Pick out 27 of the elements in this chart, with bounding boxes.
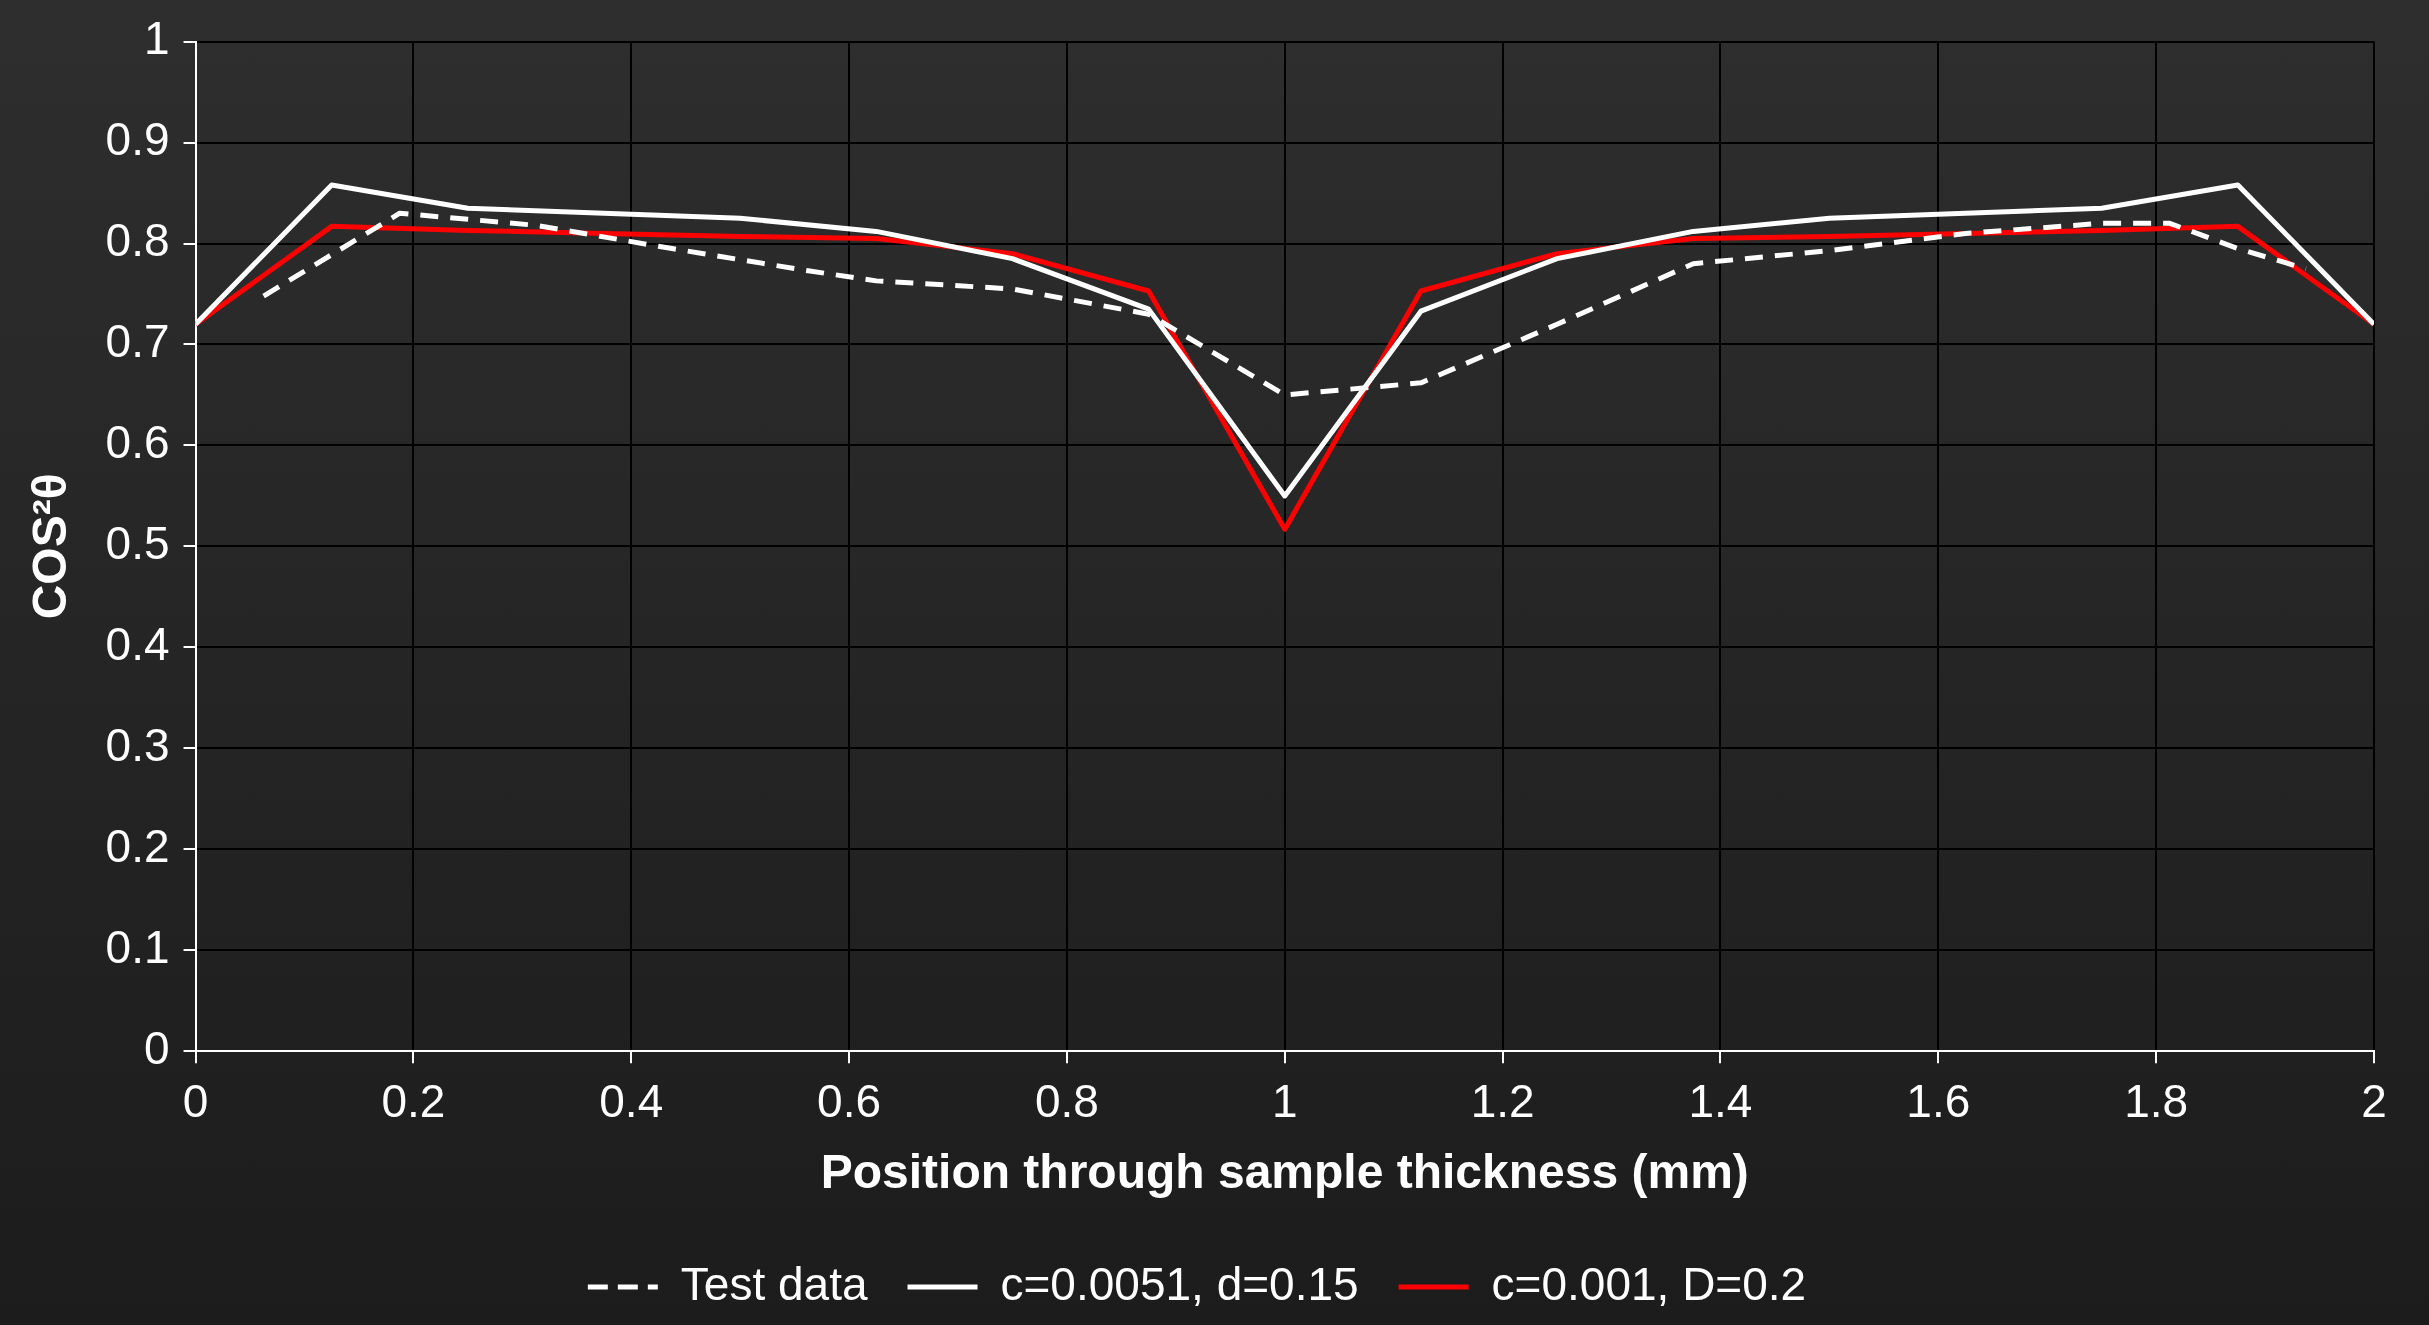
legend-label: Test data bbox=[680, 1257, 868, 1310]
x-tick-label: 1.8 bbox=[2124, 1075, 2189, 1128]
x-tick-label: 1 bbox=[1271, 1075, 1298, 1128]
legend-label: c=0.001, D=0.2 bbox=[1491, 1257, 1807, 1310]
x-axis-title: Position through sample thickness (mm) bbox=[820, 1145, 1749, 1199]
y-tick-label: 0.3 bbox=[105, 719, 170, 772]
y-axis-title: COS²θ bbox=[23, 473, 77, 620]
x-tick-label: 1.4 bbox=[1688, 1075, 1753, 1128]
y-tick-label: 0.2 bbox=[105, 819, 170, 872]
x-tick-label: 1.2 bbox=[1470, 1075, 1535, 1128]
x-tick-label: 0.2 bbox=[381, 1075, 446, 1128]
y-tick-label: 0.1 bbox=[105, 920, 170, 973]
y-tick-label: 0.4 bbox=[105, 618, 170, 671]
y-tick-label: 1 bbox=[143, 12, 170, 65]
x-tick-label: 0.8 bbox=[1034, 1075, 1099, 1128]
y-tick-label: 0.7 bbox=[105, 315, 170, 368]
x-tick-label: 2 bbox=[2361, 1075, 2387, 1128]
y-tick-label: 0.9 bbox=[105, 113, 170, 166]
legend-label: c=0.0051, d=0.15 bbox=[1000, 1257, 1359, 1310]
y-tick-label: 0.5 bbox=[105, 517, 170, 570]
x-tick-label: 0 bbox=[182, 1075, 209, 1128]
x-tick-label: 0.4 bbox=[599, 1075, 664, 1128]
y-tick-label: 0.8 bbox=[105, 214, 170, 267]
x-tick-label: 0.6 bbox=[817, 1075, 882, 1128]
y-tick-label: 0.6 bbox=[105, 416, 170, 469]
x-tick-label: 1.6 bbox=[1906, 1075, 1971, 1128]
y-tick-label: 0 bbox=[143, 1021, 170, 1074]
